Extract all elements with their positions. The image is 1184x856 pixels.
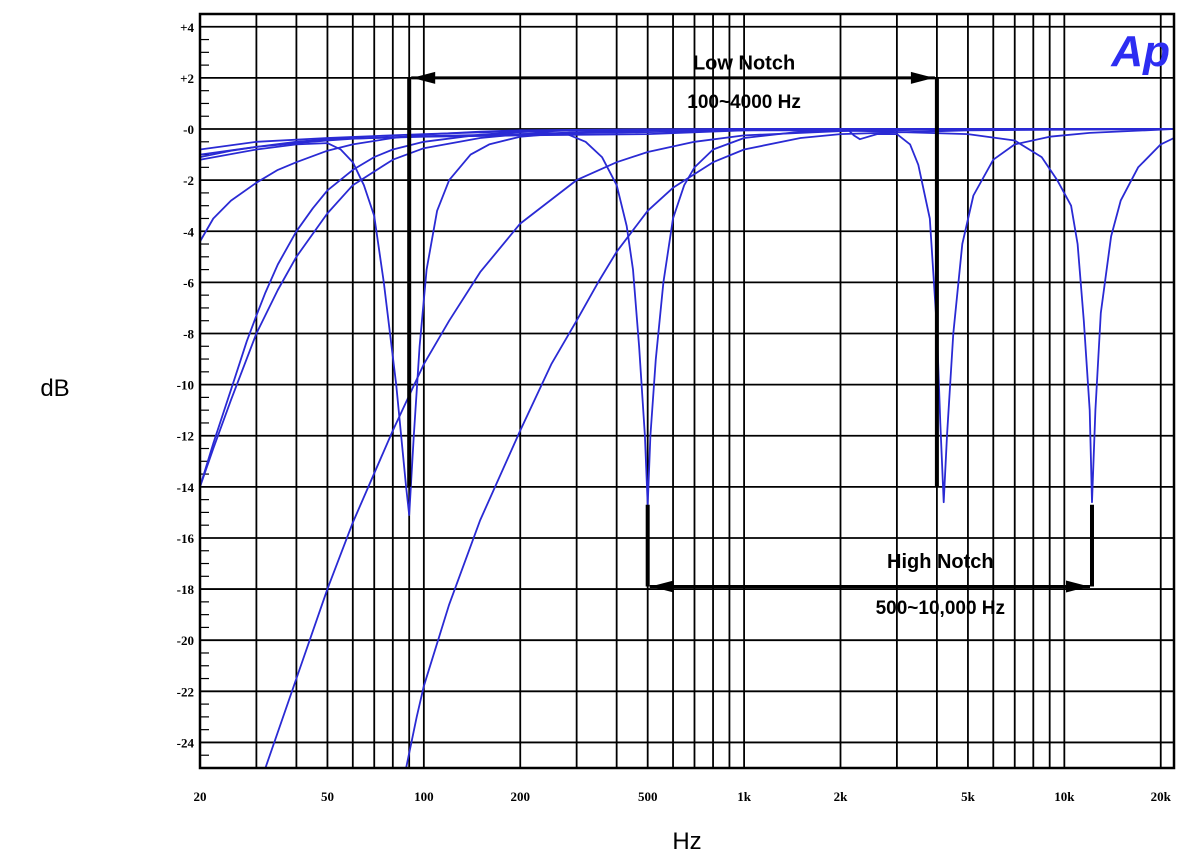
- x-tick-labels: 20 50 100 200 500 1k 2k 5k 10k 20k: [194, 789, 1172, 804]
- y-tick-label: -12: [177, 429, 194, 444]
- y-tick-label: -6: [183, 275, 194, 290]
- x-tick-label: 10k: [1054, 789, 1075, 804]
- x-tick-label: 100: [414, 789, 434, 804]
- annotation-text: 100~4000 Hz: [687, 92, 801, 113]
- response-curve-1: [199, 128, 1174, 242]
- y-tick-label: +4: [180, 20, 194, 35]
- y-tick-labels: +4 +2 -0 -2 -4 -6 -8 -10 -12 -14 -16 -18 -20 -22 -24: [177, 20, 195, 751]
- ap-logo: Ap: [1110, 27, 1170, 76]
- y-tick-label: -0: [183, 122, 194, 137]
- y-tick-label: -24: [177, 735, 195, 750]
- x-tick-label: 5k: [961, 789, 976, 804]
- response-curve-6: [199, 129, 1175, 504]
- annotation-text: High Notch: [887, 551, 994, 573]
- x-tick-label: 500: [638, 789, 658, 804]
- response-curve-7: [199, 128, 1174, 488]
- response-curve-4: [199, 128, 1175, 506]
- response-curve-3: [199, 128, 1174, 516]
- notch-brackets: [407, 71, 1094, 593]
- low-notch-bracket-arrowhead-left: [412, 71, 436, 84]
- y-tick-label: -4: [183, 224, 194, 239]
- y-tick-label: -8: [183, 326, 194, 341]
- y-axis-label: dB: [40, 375, 69, 402]
- y-tick-label: -14: [177, 480, 195, 495]
- series-group: [199, 128, 1175, 769]
- x-axis-label: Hz: [672, 828, 701, 855]
- annotation-text: Low Notch: [693, 53, 795, 75]
- x-tick-label: 200: [510, 789, 530, 804]
- y-tick-label: -10: [177, 378, 194, 393]
- low-notch-bracket-arrowhead-right: [910, 71, 934, 84]
- grid: [200, 13, 1174, 768]
- y-tick-label: -22: [177, 684, 194, 699]
- response-curve-5: [199, 128, 1175, 504]
- x-tick-label: 20k: [1151, 789, 1172, 804]
- y-tick-label: -2: [183, 173, 194, 188]
- annotation-text: 500~10,000 Hz: [876, 598, 1005, 619]
- x-tick-label: 1k: [737, 789, 752, 804]
- y-tick-label: -20: [177, 633, 194, 648]
- response-curve-8: [264, 128, 1174, 769]
- y-tick-label: -18: [177, 582, 195, 597]
- y-tick-label: -16: [177, 531, 195, 546]
- response-curve-9: [405, 128, 1175, 769]
- y-tick-label: +2: [180, 71, 194, 86]
- plot-frame: [198, 12, 1176, 770]
- high-notch-bracket-arrowhead-right: [1065, 580, 1089, 593]
- high-notch-bracket-arrowhead-left: [650, 580, 674, 593]
- x-tick-label: 2k: [834, 789, 849, 804]
- x-tick-label: 20: [194, 789, 207, 804]
- annotations: Low Notch 100~4000 Hz High Notch 500~10,000…: [687, 53, 1005, 619]
- response-curve-2: [199, 128, 1174, 488]
- x-tick-label: 50: [321, 789, 334, 804]
